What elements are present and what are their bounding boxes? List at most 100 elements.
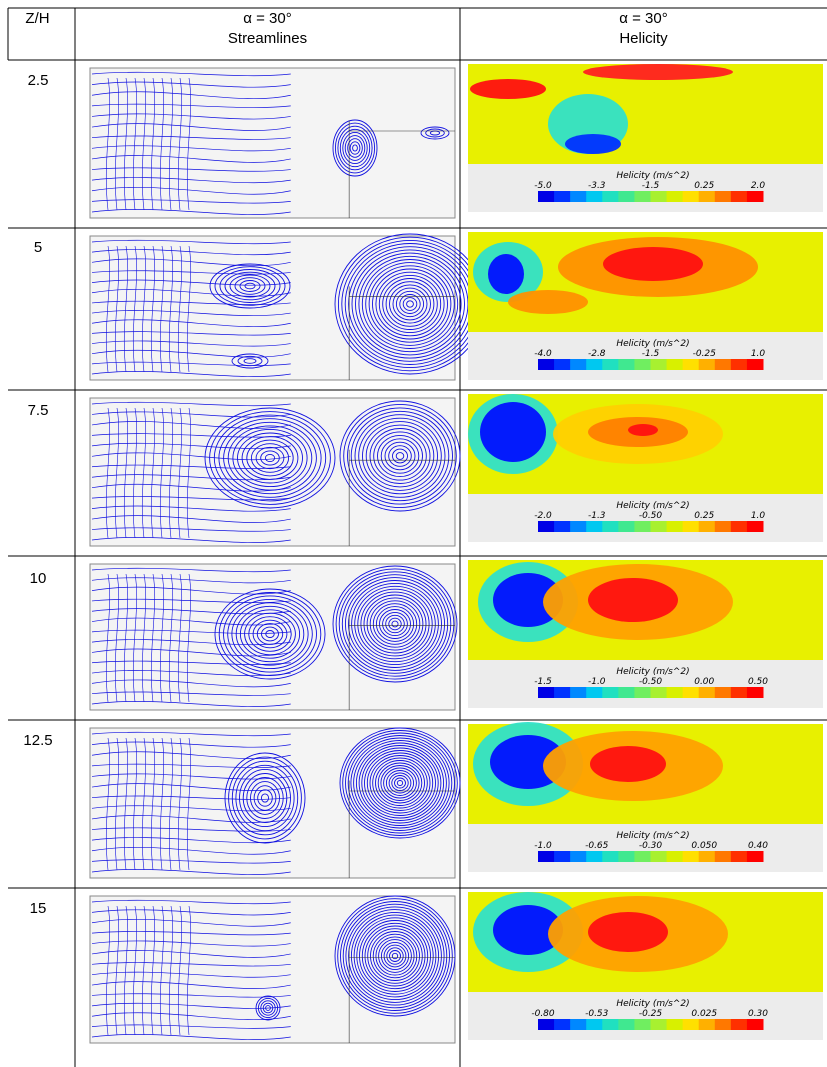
vortex-ring <box>348 580 442 668</box>
vortex-ring <box>388 617 402 631</box>
streamline <box>106 407 110 539</box>
streamline <box>115 737 119 871</box>
streamline <box>106 245 110 373</box>
streamline <box>91 763 291 768</box>
streamline <box>133 737 137 871</box>
vortex-ring <box>339 727 461 839</box>
vortex-ring <box>364 750 436 816</box>
streamline <box>124 905 128 1036</box>
legend-title: Helicity (m/s^2) <box>616 501 689 511</box>
legend-swatch <box>570 687 587 698</box>
vortex-ring <box>345 732 455 834</box>
vortex-ring <box>354 414 446 498</box>
legend-swatch <box>554 687 571 698</box>
streamline <box>91 577 291 584</box>
legend-title: Helicity (m/s^2) <box>616 667 689 677</box>
legend-swatch <box>570 851 587 862</box>
vortex-ring <box>237 355 263 367</box>
streamline <box>91 145 291 152</box>
col-header-helicity-alpha: α = 30° <box>619 10 668 27</box>
legend-swatch <box>666 359 684 370</box>
legend-tick: -0.25 <box>639 1009 663 1019</box>
legend-swatch <box>714 851 732 862</box>
vortex-ring <box>335 568 455 680</box>
streamline <box>91 962 291 967</box>
streamline <box>91 340 291 347</box>
helicity-panel: Helicity (m/s^2) -4.0 -2.8 -1.5 -0.25 1.0 <box>468 232 823 380</box>
streamline <box>124 77 128 211</box>
streamline <box>142 573 146 703</box>
streamline <box>133 573 137 703</box>
streamline <box>187 573 191 703</box>
legend-swatch <box>634 521 651 532</box>
streamline <box>91 496 291 501</box>
vortex-ring <box>384 441 416 471</box>
legend-swatch <box>698 687 716 698</box>
legend-swatch <box>698 851 716 862</box>
legend-swatch <box>650 1019 668 1030</box>
streamline <box>178 407 182 539</box>
streamline-panel <box>89 727 461 879</box>
streamline <box>133 905 137 1036</box>
streamline <box>91 940 291 947</box>
streamline <box>169 737 173 871</box>
legend-swatch <box>730 1019 748 1030</box>
streamline <box>169 407 173 539</box>
legend-swatch <box>714 521 732 532</box>
streamline <box>91 827 291 832</box>
vortex-ring <box>358 255 462 353</box>
vortex-ring <box>227 598 313 670</box>
streamline <box>115 245 119 373</box>
vortex-ring <box>265 1005 271 1011</box>
vortex-ring <box>224 752 306 844</box>
streamline <box>160 573 164 703</box>
zh-label: 5 <box>33 239 43 256</box>
vortex-ring <box>260 793 270 803</box>
vortex-ring <box>369 755 431 811</box>
legend-tick: -0.25 <box>693 349 717 359</box>
vortex-ring <box>257 997 279 1019</box>
legend-swatch <box>698 359 716 370</box>
streamline <box>91 691 291 696</box>
streamline <box>91 103 291 108</box>
legend-tick: 1.0 <box>751 349 766 359</box>
streamline <box>91 909 291 916</box>
vortex-ring <box>231 602 309 666</box>
vortex-ring <box>257 789 273 807</box>
vortex-ring <box>248 616 292 652</box>
legend-swatch <box>650 687 668 698</box>
streamline <box>91 319 291 328</box>
legend-swatch <box>730 521 748 532</box>
vortex-ring <box>368 265 452 343</box>
streamline <box>160 245 164 373</box>
vortex-ring <box>237 432 303 484</box>
legend-tick: -1.0 <box>588 677 606 687</box>
legend-swatch <box>586 359 603 370</box>
legend-swatch <box>730 359 748 370</box>
legend-swatch <box>746 191 764 202</box>
legend-tick: 0.050 <box>691 841 717 851</box>
legend-background <box>468 164 823 212</box>
legend-tick: -0.65 <box>585 841 609 851</box>
streamline <box>115 573 119 703</box>
legend-swatch <box>570 359 587 370</box>
vortex-ring <box>338 571 452 677</box>
legend-swatch <box>682 521 700 532</box>
legend-swatch <box>618 851 635 862</box>
vortex-ring <box>349 141 361 155</box>
streamline <box>142 77 146 211</box>
streamline <box>91 586 291 595</box>
legend-swatch <box>618 191 635 202</box>
col-header-helicity: Helicity <box>619 30 668 47</box>
vortex-ring <box>377 434 423 478</box>
legend-swatch <box>570 521 587 532</box>
streamline <box>91 505 291 512</box>
vortex-ring <box>344 135 366 161</box>
legend-tick: -0.50 <box>639 511 663 521</box>
vortex-ring <box>391 775 409 791</box>
streamline <box>91 71 291 77</box>
legend-swatch <box>650 521 668 532</box>
streamline <box>124 245 128 373</box>
streamline <box>91 859 291 864</box>
streamline <box>106 737 110 871</box>
